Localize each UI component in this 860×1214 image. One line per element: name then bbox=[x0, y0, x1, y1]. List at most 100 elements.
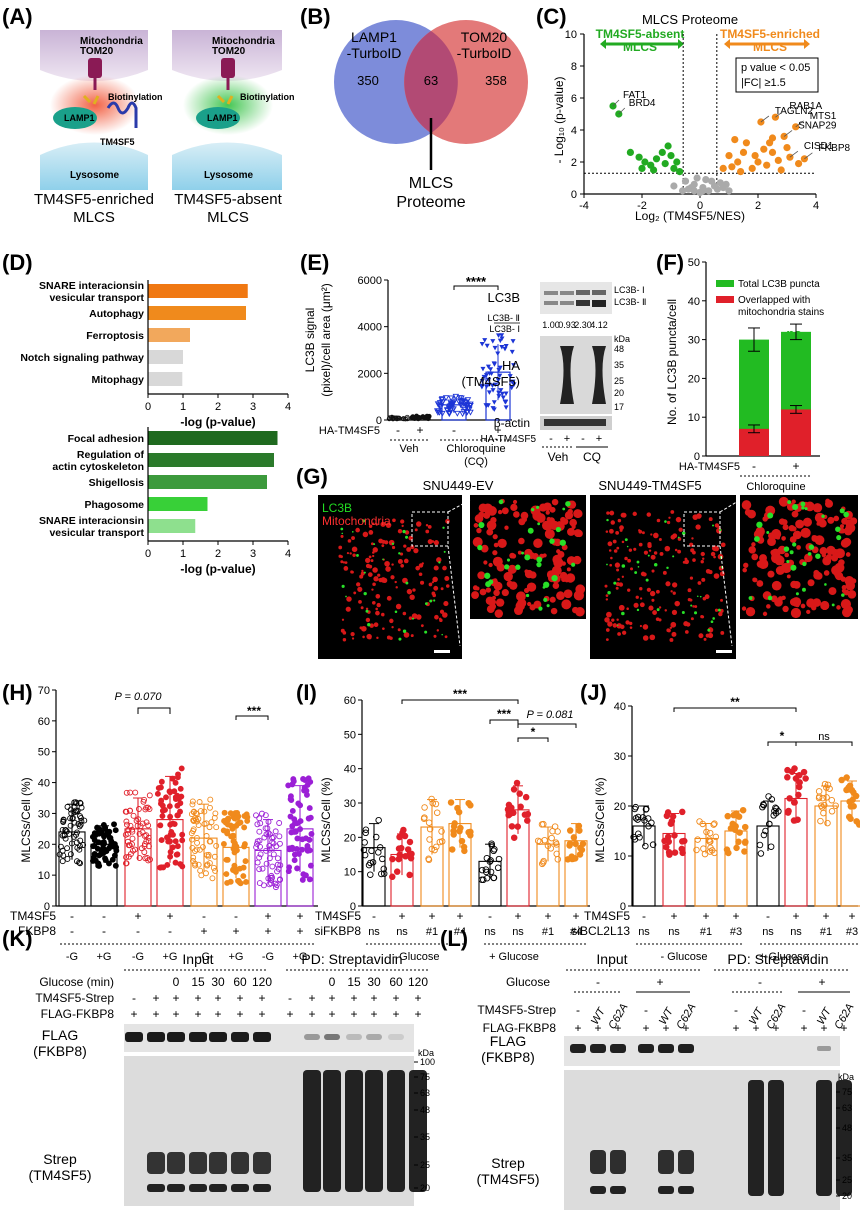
mito-signal bbox=[340, 534, 344, 538]
i-si-label: #1 bbox=[426, 926, 438, 938]
e-marker-48: 48 bbox=[614, 344, 624, 354]
mlcs-datapoint bbox=[129, 835, 136, 842]
e-datapoint bbox=[436, 403, 443, 410]
f-sign-1: - bbox=[752, 459, 756, 473]
mlcs-datapoint bbox=[307, 778, 314, 785]
mito-signal bbox=[643, 550, 649, 555]
j-bracket-1 bbox=[673, 707, 797, 712]
mito-signal bbox=[608, 549, 612, 552]
e-datapoint bbox=[455, 398, 462, 405]
k-strep-input-band-low bbox=[231, 1184, 249, 1192]
mito-signal bbox=[340, 628, 345, 633]
lc3b-signal bbox=[398, 552, 401, 555]
lc3b-signal bbox=[515, 564, 521, 570]
lc3b-signal bbox=[524, 554, 531, 561]
k-flag-sign: + bbox=[308, 1007, 315, 1021]
mito-signal bbox=[372, 567, 378, 573]
lc3b-signal bbox=[756, 521, 763, 528]
mito-signal bbox=[355, 527, 360, 533]
mlcs-datapoint bbox=[634, 816, 641, 823]
mito-signal bbox=[778, 496, 789, 507]
lc3b-signal bbox=[802, 561, 807, 567]
j-tm4sf5-sign: + bbox=[848, 909, 855, 923]
venn-right-label-2: -TurboID bbox=[457, 45, 512, 61]
mlcs-datapoint bbox=[129, 828, 136, 835]
mlcs-datapoint bbox=[538, 860, 546, 868]
mlcs-datapoint bbox=[136, 830, 143, 837]
lc3b-signal bbox=[521, 551, 525, 555]
venn-left-label-1: LAMP1 bbox=[351, 29, 397, 45]
j-ylabel: MLCSs/Cell (%) bbox=[593, 777, 607, 862]
mlcs-datapoint bbox=[200, 844, 206, 850]
pathway-tick-label: 3 bbox=[250, 401, 256, 413]
mlcs-datapoint bbox=[193, 846, 200, 853]
volcano-point bbox=[760, 145, 768, 153]
e-datapoint bbox=[450, 399, 458, 406]
mito-signal bbox=[633, 602, 639, 608]
mito-signal bbox=[529, 604, 536, 611]
mito-signal bbox=[367, 572, 373, 577]
mlcs-datapoint bbox=[576, 851, 584, 858]
mlcs-datapoint bbox=[795, 791, 802, 799]
mito-signal bbox=[621, 540, 625, 544]
mito-signal bbox=[551, 498, 559, 506]
l-flag-input-band bbox=[610, 1044, 626, 1053]
mlcs-datapoint bbox=[845, 784, 852, 791]
mito-signal bbox=[360, 606, 364, 610]
mito-signal bbox=[344, 561, 348, 564]
e-datapoint bbox=[436, 409, 443, 416]
mlcs-datapoint bbox=[125, 853, 132, 860]
mito-signal bbox=[658, 606, 662, 609]
e-datapoint bbox=[484, 343, 490, 349]
mlcs-datapoint bbox=[172, 779, 179, 786]
mito-signal bbox=[795, 519, 805, 529]
mlcs-datapoint bbox=[224, 880, 231, 886]
mito-signal bbox=[377, 573, 381, 577]
e-datapoint bbox=[483, 403, 489, 408]
k-flag-input-band bbox=[125, 1032, 143, 1042]
volcano-leader bbox=[783, 130, 793, 137]
mito-signal bbox=[513, 511, 520, 518]
mito-signal bbox=[616, 623, 622, 629]
mlcs-datapoint bbox=[663, 843, 670, 851]
mito-signal bbox=[375, 610, 380, 616]
mito-signal bbox=[444, 635, 448, 639]
mlcs-datapoint bbox=[478, 876, 486, 884]
mito-signal bbox=[630, 567, 634, 571]
mito-signal bbox=[518, 537, 525, 545]
mlcs-datapoint bbox=[380, 865, 388, 873]
i-tm4sf5-sign: + bbox=[398, 909, 405, 923]
l-gl-plus: + bbox=[656, 975, 663, 989]
e-datapoint bbox=[448, 402, 456, 409]
lc3b-signal bbox=[804, 507, 808, 511]
mito-signal bbox=[702, 596, 707, 601]
mlcs-datapoint bbox=[554, 856, 562, 863]
mlcs-datapoint bbox=[94, 830, 101, 836]
mlcs-datapoint bbox=[233, 822, 240, 829]
mlcs-datapoint bbox=[269, 839, 276, 845]
mito-signal bbox=[358, 600, 362, 604]
e-datapoint bbox=[486, 390, 492, 395]
mito-signal bbox=[666, 520, 671, 525]
mito-signal bbox=[433, 565, 439, 571]
volcano-point bbox=[768, 134, 777, 142]
e-datapoint bbox=[442, 395, 450, 402]
mlcs-datapoint bbox=[571, 855, 578, 862]
mlcs-datapoint bbox=[123, 818, 130, 825]
mlcs-datapoint bbox=[465, 799, 472, 807]
mlcs-datapoint bbox=[741, 823, 749, 831]
mito-signal bbox=[639, 597, 643, 600]
pathway-label: vesicular transport bbox=[49, 292, 144, 304]
i-tm4sf5-sign: + bbox=[572, 909, 579, 923]
mito-signal bbox=[605, 638, 609, 641]
mito-signal bbox=[495, 598, 505, 607]
mito-signal bbox=[436, 629, 440, 632]
mito-signal bbox=[432, 576, 438, 583]
volcano-leader bbox=[789, 150, 799, 158]
i-bracket-1 bbox=[401, 699, 519, 704]
e-blot-lc3b bbox=[540, 282, 612, 314]
mlcs-ytick-label: 60 bbox=[38, 716, 50, 728]
mlcs-datapoint bbox=[553, 850, 560, 858]
lc3b-signal bbox=[373, 543, 376, 546]
